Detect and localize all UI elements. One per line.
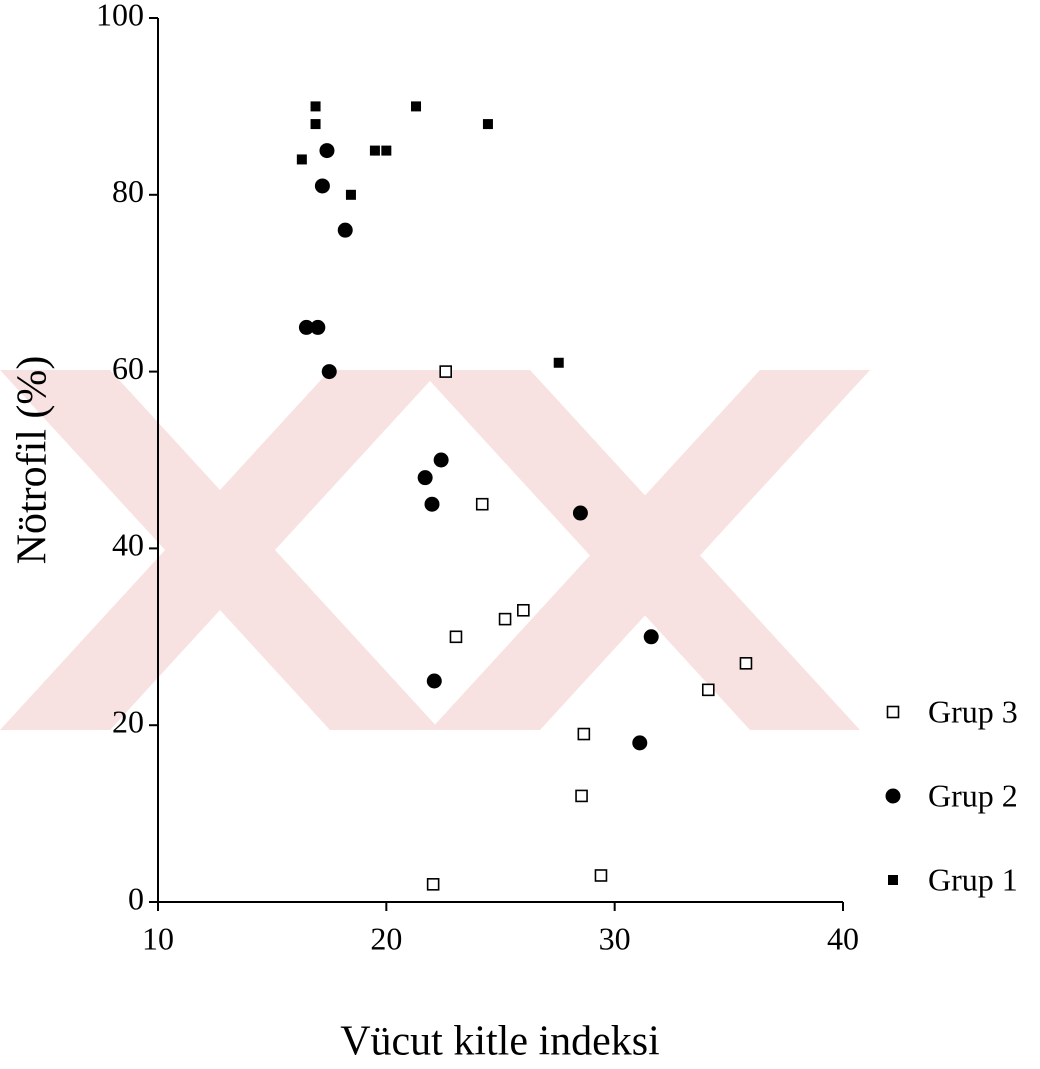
y-tick-label: 60 [112,350,144,386]
y-tick-label: 40 [112,527,144,563]
point [345,189,356,200]
point [411,101,422,112]
legend-marker [888,875,898,885]
point [426,673,442,689]
y-tick-label: 0 [128,880,144,916]
y-tick-label: 80 [112,173,144,209]
x-tick-label: 20 [370,920,402,956]
point [424,496,440,512]
point [572,505,588,521]
point [594,869,608,882]
watermark-shape [0,370,440,730]
legend-label: Grup 3 [928,693,1018,729]
point [314,178,330,194]
watermark-shape [430,370,870,730]
legend-marker [886,705,900,719]
point [475,497,489,511]
point [319,143,335,159]
point [298,319,314,335]
x-axis-title: Vücut kitle indeksi [340,1019,660,1065]
point [310,319,326,335]
point [643,629,659,645]
point [553,357,564,368]
watermark [0,370,870,730]
point [575,789,588,803]
point [321,364,337,380]
x-tick-label: 10 [142,920,174,956]
point [417,470,433,486]
point [310,101,321,112]
point [433,452,449,468]
point [739,657,753,670]
point [632,735,648,751]
y-tick-label: 20 [112,704,144,740]
point [498,612,512,626]
y-tick-label: 100 [96,0,144,32]
x-tick-label: 40 [827,920,859,956]
point [426,878,440,891]
legend-label: Grup 1 [928,861,1018,897]
point [449,630,463,644]
point [296,154,307,165]
point [439,365,453,378]
point [482,119,493,130]
x-tick-label: 30 [599,920,631,956]
y-axis-title: Nötrofil (%) [10,356,56,565]
legend-marker [885,788,901,804]
legend-label: Grup 2 [928,777,1018,813]
point [701,683,715,697]
point [381,145,392,156]
point [577,727,591,741]
point [517,603,530,617]
point [369,145,380,156]
point [310,119,321,130]
point [337,222,353,238]
